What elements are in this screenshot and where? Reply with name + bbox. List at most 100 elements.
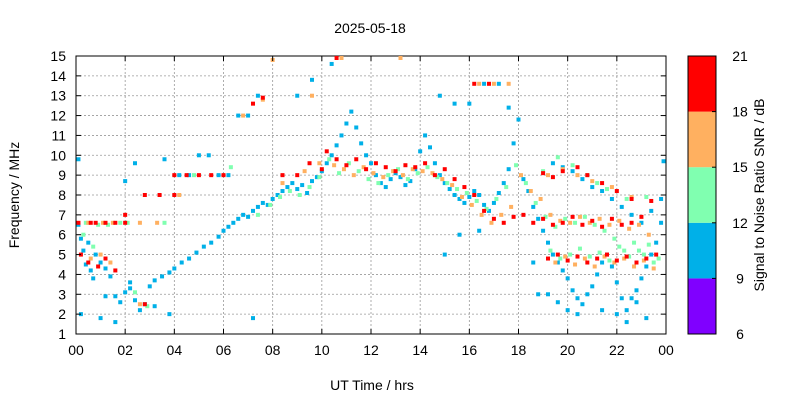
data-point bbox=[432, 173, 437, 178]
data-point bbox=[504, 185, 509, 190]
y-tick-label: 6 bbox=[58, 227, 66, 243]
data-point bbox=[346, 161, 351, 166]
chart-title: 2025-05-18 bbox=[334, 20, 406, 36]
data-point bbox=[548, 212, 553, 217]
data-point bbox=[344, 163, 349, 168]
data-point bbox=[526, 189, 531, 194]
data-point bbox=[408, 179, 413, 184]
data-point bbox=[420, 169, 425, 174]
data-point bbox=[553, 260, 558, 265]
data-point bbox=[231, 220, 236, 225]
data-point bbox=[474, 198, 479, 203]
data-point bbox=[511, 141, 516, 146]
data-point bbox=[118, 220, 123, 225]
data-point bbox=[469, 202, 474, 207]
data-point bbox=[142, 302, 147, 307]
data-point bbox=[629, 212, 634, 217]
data-point bbox=[577, 214, 582, 219]
data-point bbox=[565, 276, 570, 281]
data-point bbox=[487, 81, 491, 86]
data-point bbox=[270, 196, 275, 201]
data-point bbox=[482, 81, 487, 86]
data-point bbox=[201, 244, 206, 249]
data-point bbox=[531, 220, 536, 225]
data-point bbox=[570, 288, 575, 293]
data-point bbox=[329, 153, 334, 158]
data-point bbox=[570, 163, 575, 168]
data-point bbox=[437, 93, 442, 98]
data-point bbox=[334, 157, 339, 162]
data-point bbox=[602, 254, 607, 259]
data-point bbox=[162, 220, 167, 225]
data-point bbox=[76, 157, 81, 162]
data-point bbox=[314, 175, 319, 180]
data-point bbox=[216, 173, 221, 178]
data-point bbox=[644, 316, 649, 321]
data-point bbox=[423, 161, 428, 166]
data-point bbox=[435, 175, 440, 180]
data-point bbox=[536, 216, 541, 221]
data-point bbox=[162, 157, 167, 162]
data-point bbox=[319, 167, 324, 172]
data-point bbox=[639, 214, 644, 219]
data-point bbox=[568, 220, 573, 225]
data-point bbox=[447, 187, 452, 192]
data-point bbox=[103, 294, 108, 299]
data-point bbox=[641, 252, 646, 257]
data-point bbox=[118, 300, 123, 305]
colorbar-tick-label: 18 bbox=[732, 104, 748, 120]
data-point bbox=[587, 254, 592, 259]
data-point bbox=[472, 189, 477, 194]
data-point bbox=[280, 181, 285, 186]
colorbar-band bbox=[688, 222, 716, 279]
data-point bbox=[605, 187, 609, 192]
data-point bbox=[179, 260, 184, 265]
data-point bbox=[93, 220, 98, 225]
data-point bbox=[491, 216, 496, 221]
data-point bbox=[206, 153, 211, 158]
data-point bbox=[96, 222, 101, 227]
data-point bbox=[324, 149, 329, 154]
data-point bbox=[560, 268, 565, 273]
y-tick-label: 4 bbox=[58, 266, 66, 282]
data-point bbox=[251, 316, 255, 321]
data-point bbox=[354, 125, 359, 130]
data-point bbox=[152, 278, 157, 283]
data-point bbox=[241, 113, 246, 118]
data-point bbox=[93, 252, 98, 257]
colorbar-band bbox=[688, 111, 716, 168]
data-point bbox=[310, 179, 314, 184]
data-point bbox=[501, 181, 506, 186]
data-point bbox=[103, 220, 108, 225]
data-point bbox=[580, 222, 585, 227]
data-point bbox=[607, 222, 612, 227]
data-point bbox=[155, 220, 160, 225]
data-point bbox=[609, 264, 614, 269]
data-point bbox=[177, 193, 182, 197]
data-point bbox=[383, 165, 388, 170]
data-point bbox=[398, 175, 403, 180]
x-tick-label: 22 bbox=[609, 342, 625, 358]
y-tick-label: 15 bbox=[50, 48, 66, 64]
data-point bbox=[302, 169, 307, 174]
data-point bbox=[101, 220, 106, 225]
data-point bbox=[128, 280, 133, 285]
data-point bbox=[445, 181, 450, 186]
data-point bbox=[123, 290, 128, 295]
data-point bbox=[105, 222, 110, 227]
data-point bbox=[425, 165, 430, 170]
data-point bbox=[337, 171, 342, 176]
data-point bbox=[442, 167, 447, 172]
data-point bbox=[359, 141, 364, 146]
y-axis-label: Frequency / MHz bbox=[6, 142, 22, 249]
data-point bbox=[590, 218, 595, 223]
data-point bbox=[403, 183, 408, 188]
data-point bbox=[96, 264, 101, 269]
data-point bbox=[91, 276, 96, 281]
data-point bbox=[137, 302, 142, 307]
data-point bbox=[113, 268, 118, 273]
data-point bbox=[334, 143, 339, 148]
data-point bbox=[366, 177, 371, 182]
data-point bbox=[565, 258, 570, 263]
